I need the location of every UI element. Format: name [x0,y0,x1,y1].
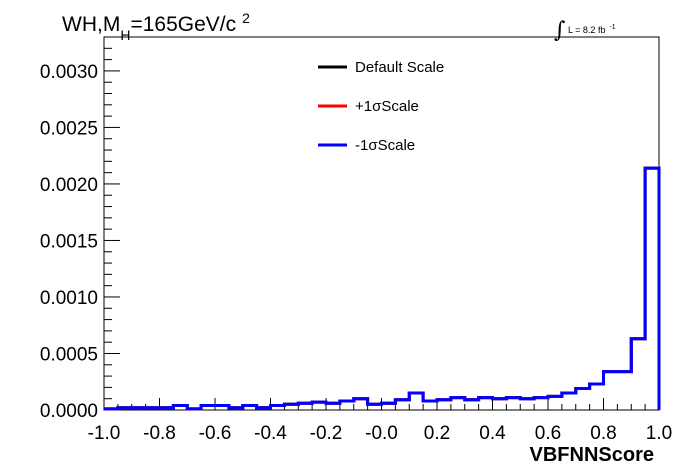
lumi-value: L = 8.2 fb [568,25,605,35]
chart-title-main: WH,M [62,13,120,36]
legend-label: Default Scale [355,59,444,76]
x-axis-label: VBFNNScore [530,444,654,466]
series-layer [104,166,661,411]
chart-title-superscript: 2 [242,10,250,26]
x-tick-label: -0.6 [199,423,232,444]
x-tick-label: -0.0 [365,423,398,444]
chart-title-tail: =165GeV/c [130,13,236,36]
y-tick-label: 0.0005 [40,344,98,365]
x-tick-label: 0.4 [479,423,506,444]
y-tick-label: 0.0010 [40,288,98,309]
x-tick-label: -0.2 [310,423,343,444]
y-tick-label: 0.0020 [40,175,98,196]
y-tick-label: 0.0015 [40,231,98,252]
lumi-label: L = 8.2 fb -1 [568,24,616,35]
series-line-3-1-scale [104,166,661,411]
lumi-superscript: -1 [609,24,615,31]
x-tick-label: 0.2 [424,423,450,444]
chart-title: WH,MH=165GeV/c 2 [62,10,250,43]
legend-label: -1σScale [355,137,415,154]
legend-label: +1σScale [355,98,419,115]
x-tick-label: 1.0 [646,423,672,444]
y-tick-label: 0.0000 [40,401,98,422]
legend: Default Scale +1σScale -1σScale [318,59,444,154]
x-tick-label: -0.8 [143,423,176,444]
x-tick-label: -0.4 [254,423,287,444]
y-tick-label: 0.0025 [40,118,98,139]
x-tick-label: -1.0 [88,423,121,444]
y-tick-label: 0.0030 [40,62,98,83]
chart-title-subscript: H [120,27,130,43]
x-tick-label: 0.8 [590,423,616,444]
lumi-integral-symbol: ∫ [554,18,566,43]
y-axis-ticks: 0.0000 0.0005 0.0010 0.0015 0.0020 0.0025 0.00… [40,36,120,422]
x-tick-label: 0.6 [535,423,561,444]
